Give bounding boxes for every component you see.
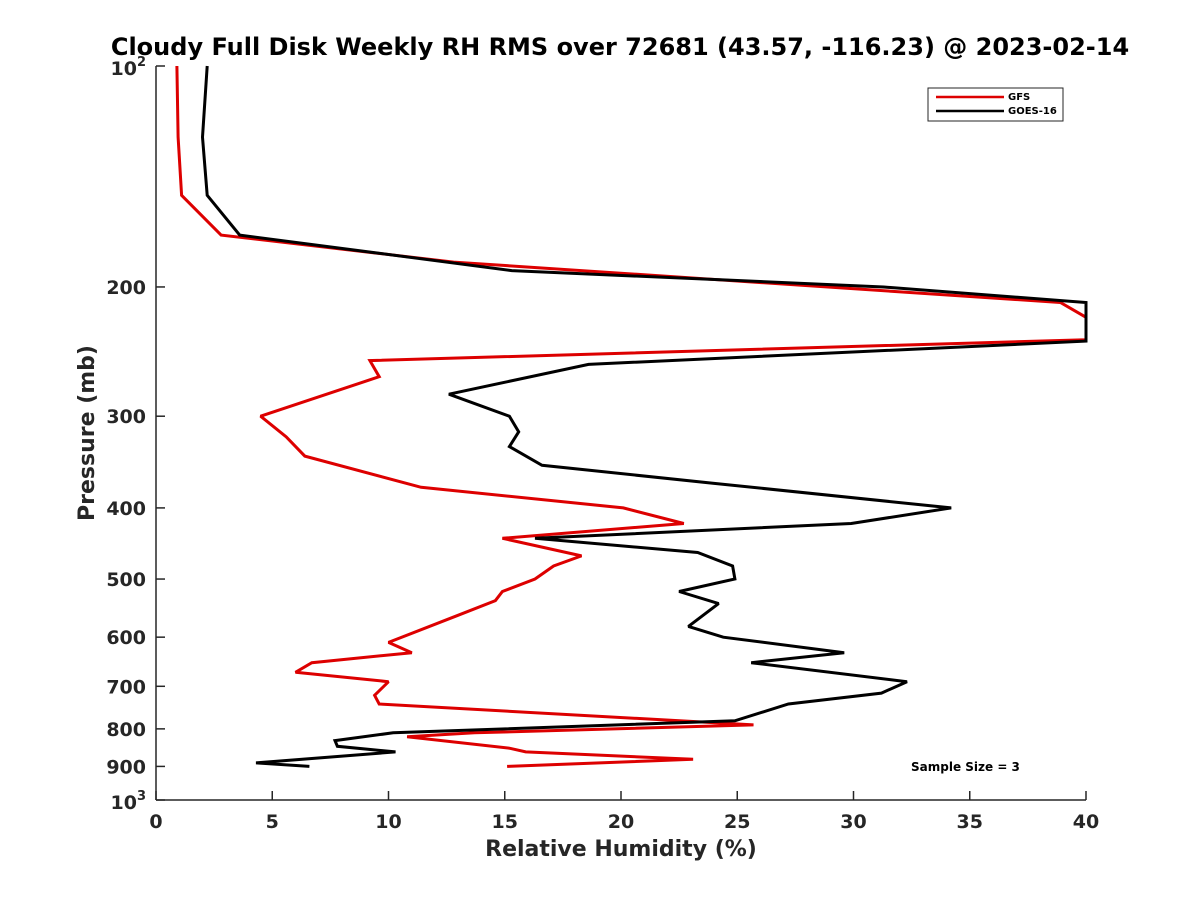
x-tick-label: 10 <box>375 811 401 833</box>
x-tick-label: 5 <box>266 811 279 833</box>
x-tick-label: 30 <box>840 811 866 833</box>
x-tick-label: 20 <box>608 811 634 833</box>
y-tick-label: 200 <box>106 277 146 299</box>
y-tick-base: 10 <box>111 792 137 814</box>
y-tick-label: 700 <box>106 676 146 698</box>
legend-box <box>927 87 1064 122</box>
x-tick-label: 15 <box>492 811 518 833</box>
legend: GFS GOES-16 <box>927 87 1064 122</box>
x-ticks: 0 5 10 15 20 25 30 35 40 <box>149 791 1099 833</box>
y-tick-exponent: 3 <box>137 789 146 804</box>
sample-size-annotation: Sample Size = 3 <box>911 760 1020 774</box>
chart-title: Cloudy Full Disk Weekly RH RMS over 7268… <box>111 33 1129 61</box>
y-tick-label: 900 <box>106 756 146 778</box>
y-tick-label-power: 102 <box>111 55 147 80</box>
series-line-gfs <box>175 65 1088 768</box>
y-tick-label-power: 103 <box>111 789 147 814</box>
y-tick-label: 600 <box>106 627 146 649</box>
series-line-goes16 <box>200 65 1088 768</box>
x-tick-label: 25 <box>724 811 750 833</box>
legend-label-goes16: GOES-16 <box>1008 106 1057 117</box>
x-tick-label: 40 <box>1073 811 1099 833</box>
x-axis-label: Relative Humidity (%) <box>485 837 757 862</box>
series-lines <box>175 65 1088 768</box>
y-tick-label: 500 <box>106 569 146 591</box>
y-tick-label: 800 <box>106 719 146 741</box>
y-tick-label: 300 <box>106 406 146 428</box>
y-axis-label: Pressure (mb) <box>75 345 100 521</box>
legend-label-gfs: GFS <box>1008 92 1030 103</box>
y-tick-exponent: 2 <box>137 55 146 70</box>
y-tick-base: 10 <box>111 58 137 80</box>
x-tick-label: 0 <box>149 811 162 833</box>
x-tick-label: 35 <box>957 811 983 833</box>
y-tick-label: 400 <box>106 498 146 520</box>
plot-area: 0 5 10 15 20 25 30 35 40 200 300 400 500 600 700 800 90… <box>106 55 1099 833</box>
